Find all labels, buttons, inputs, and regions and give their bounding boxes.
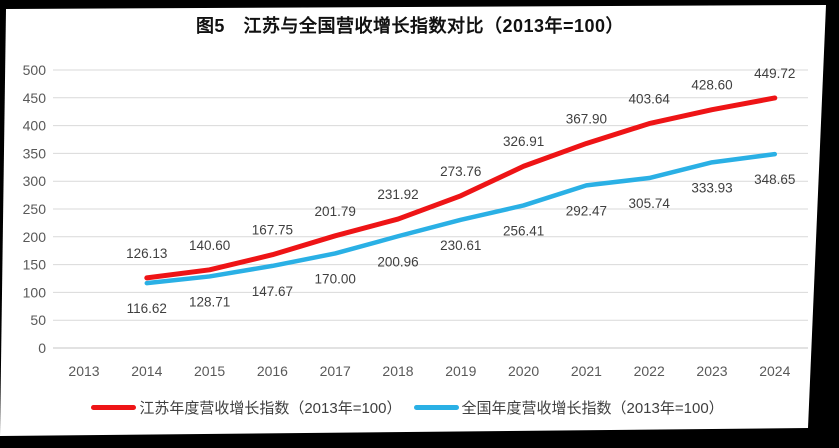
x-tick-label: 2020 (508, 363, 539, 379)
legend-label-national: 全国年度营收增长指数（2013年=100） (461, 400, 724, 417)
data-label: 256.41 (503, 223, 544, 238)
y-tick-label: 500 (23, 62, 47, 78)
data-label: 326.91 (503, 134, 544, 149)
legend-item-jiangsu: 江苏年度营收增长指数（2013年=100） (91, 397, 402, 418)
data-label: 367.90 (566, 111, 607, 126)
x-tick-label: 2014 (131, 363, 162, 379)
x-tick-label: 2017 (320, 363, 351, 379)
data-label: 449.72 (754, 66, 795, 81)
x-tick-label: 2022 (634, 363, 665, 379)
data-label: 333.93 (691, 180, 732, 195)
x-tick-label: 2021 (571, 363, 602, 379)
legend-item-national: 全国年度营收增长指数（2013年=100） (413, 397, 724, 418)
data-label: 305.74 (629, 196, 671, 211)
y-tick-label: 50 (30, 312, 46, 328)
y-tick-label: 250 (23, 201, 47, 217)
x-tick-label: 2024 (759, 363, 790, 379)
jiangsu-line-swatch (91, 405, 137, 410)
data-label: 292.47 (566, 203, 607, 218)
data-label: 231.92 (377, 187, 418, 202)
y-tick-label: 450 (23, 90, 47, 106)
data-label: 116.62 (127, 301, 167, 316)
y-tick-label: 200 (23, 229, 47, 245)
y-tick-label: 350 (23, 145, 47, 161)
y-tick-label: 150 (23, 257, 47, 273)
data-label: 200.96 (377, 254, 418, 269)
data-label: 348.65 (754, 172, 795, 187)
x-tick-label: 2016 (257, 363, 288, 379)
chart-title: 图5 江苏与全国营收增长指数对比（2013年=100） (195, 16, 625, 36)
national-line-swatch (413, 405, 459, 410)
y-tick-label: 0 (38, 340, 46, 356)
data-label: 170.00 (315, 271, 356, 286)
data-label: 428.60 (691, 78, 732, 93)
data-label: 403.64 (629, 92, 671, 107)
series-line-0 (144, 95, 778, 281)
data-label: 128.71 (189, 294, 230, 309)
data-label: 167.75 (252, 223, 293, 238)
y-tick-label: 100 (23, 284, 47, 300)
data-label: 140.60 (189, 238, 230, 253)
x-tick-label: 2013 (68, 363, 99, 379)
y-tick-label: 400 (23, 118, 47, 134)
data-label: 126.13 (126, 246, 167, 261)
series-line-1 (144, 151, 778, 286)
y-tick-label: 300 (23, 173, 47, 189)
x-tick-label: 2023 (696, 363, 727, 379)
legend-label-jiangsu: 江苏年度营收增长指数（2013年=100） (139, 400, 402, 417)
x-tick-label: 2015 (194, 363, 225, 379)
data-label: 273.76 (440, 164, 481, 179)
x-tick-label: 2019 (445, 363, 476, 379)
data-label: 230.61 (440, 238, 481, 253)
legend: 江苏年度营收增长指数（2013年=100） 全国年度营收增长指数（2013年=1… (0, 397, 815, 418)
data-label: 147.67 (252, 284, 293, 299)
data-label: 201.79 (315, 204, 356, 219)
x-tick-label: 2018 (382, 363, 413, 379)
